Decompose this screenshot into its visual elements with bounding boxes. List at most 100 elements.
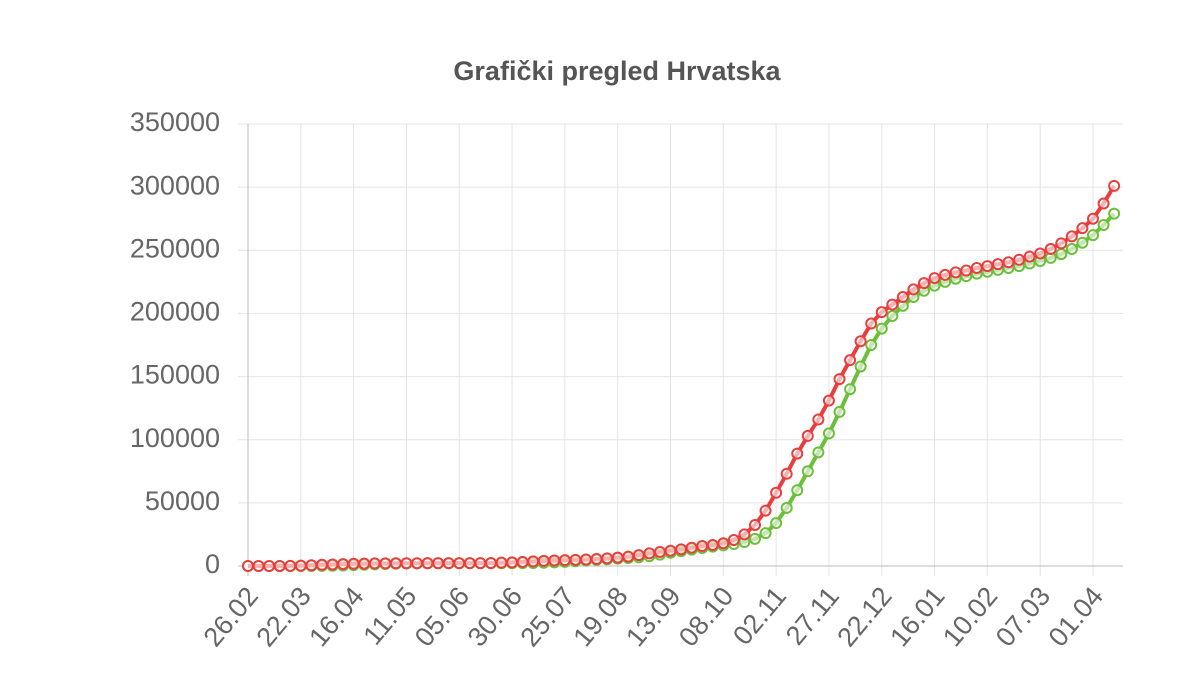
x-tick-label: 19.08 bbox=[567, 581, 633, 652]
y-tick-label: 0 bbox=[205, 549, 220, 579]
x-tick-label: 25.07 bbox=[515, 581, 581, 652]
data-point bbox=[1108, 179, 1121, 192]
data-point bbox=[780, 501, 793, 514]
data-point bbox=[854, 360, 867, 373]
data-point bbox=[918, 277, 930, 290]
data-point bbox=[1055, 237, 1068, 250]
data-point bbox=[886, 309, 899, 322]
data-point bbox=[358, 557, 371, 570]
data-point bbox=[875, 322, 888, 335]
data-point bbox=[337, 558, 350, 571]
data-point bbox=[770, 517, 783, 530]
data-point bbox=[622, 550, 635, 563]
data-point bbox=[474, 557, 487, 570]
data-point bbox=[263, 559, 276, 572]
x-tick-label: 22.12 bbox=[831, 581, 897, 652]
data-point bbox=[727, 533, 740, 546]
x-tick-label: 27.11 bbox=[780, 581, 845, 651]
data-point bbox=[896, 291, 909, 304]
data-point bbox=[759, 527, 772, 540]
data-point bbox=[791, 447, 804, 460]
data-point bbox=[516, 555, 529, 568]
data-point bbox=[1002, 256, 1015, 269]
data-point bbox=[664, 544, 677, 557]
y-tick-label: 300000 bbox=[130, 170, 220, 200]
data-point bbox=[432, 557, 445, 570]
data-point bbox=[738, 528, 751, 541]
data-point bbox=[1065, 230, 1078, 243]
chart-title: Grafički pregled Hrvatska bbox=[453, 56, 781, 86]
x-tick-label: 01.04 bbox=[1043, 581, 1109, 652]
data-point bbox=[632, 549, 645, 562]
y-tick-label: 200000 bbox=[130, 297, 220, 327]
x-tick-label: 13.09 bbox=[620, 581, 686, 652]
data-point bbox=[854, 335, 867, 348]
data-point bbox=[463, 557, 476, 570]
data-point bbox=[865, 317, 878, 330]
data-point bbox=[801, 429, 814, 442]
data-point bbox=[305, 559, 318, 572]
data-point bbox=[453, 557, 466, 570]
data-point bbox=[590, 552, 603, 565]
data-point bbox=[675, 543, 688, 556]
data-point bbox=[1108, 207, 1121, 220]
data-point bbox=[442, 557, 455, 570]
data-point bbox=[506, 556, 519, 569]
x-tick-label: 02.11 bbox=[727, 581, 792, 651]
data-point bbox=[1087, 212, 1099, 225]
data-point bbox=[1097, 197, 1110, 210]
data-point bbox=[400, 557, 413, 570]
data-point bbox=[833, 405, 846, 418]
data-point bbox=[347, 557, 360, 570]
x-tick-label: 16.01 bbox=[884, 581, 950, 652]
x-tick-label: 26.02 bbox=[198, 581, 264, 652]
data-point bbox=[939, 268, 952, 281]
data-point bbox=[960, 264, 973, 277]
data-point bbox=[580, 553, 592, 566]
data-point bbox=[928, 272, 941, 285]
data-point bbox=[273, 559, 286, 572]
data-point bbox=[770, 486, 783, 499]
data-point bbox=[812, 413, 825, 426]
data-point bbox=[326, 558, 339, 571]
x-tick-label: 10.02 bbox=[937, 581, 1003, 652]
data-point bbox=[548, 554, 561, 567]
data-point bbox=[411, 557, 423, 570]
data-point bbox=[284, 559, 297, 572]
data-point bbox=[991, 258, 1004, 271]
data-point bbox=[865, 339, 878, 351]
data-point bbox=[685, 541, 698, 554]
data-point bbox=[812, 446, 825, 459]
data-point bbox=[558, 554, 571, 567]
data-point bbox=[822, 427, 835, 440]
y-tick-label: 100000 bbox=[130, 423, 220, 453]
data-point bbox=[368, 557, 381, 570]
data-point bbox=[569, 553, 582, 566]
data-point bbox=[537, 554, 550, 567]
data-point bbox=[875, 306, 888, 319]
data-point bbox=[1076, 222, 1089, 235]
data-point bbox=[294, 559, 307, 572]
data-point bbox=[1055, 248, 1068, 261]
y-tick-label: 250000 bbox=[130, 233, 220, 263]
data-point bbox=[611, 551, 624, 564]
data-point bbox=[495, 556, 508, 569]
data-point bbox=[1065, 243, 1078, 256]
x-tick-label: 30.06 bbox=[462, 581, 528, 652]
data-point bbox=[822, 394, 835, 407]
data-point bbox=[1044, 243, 1057, 256]
data-point bbox=[970, 261, 983, 274]
x-tick-label: 22.03 bbox=[250, 581, 316, 652]
data-point bbox=[759, 504, 772, 517]
data-point bbox=[421, 557, 434, 570]
data-point bbox=[844, 354, 857, 367]
series-line bbox=[247, 184, 1116, 568]
x-tick-label: 11.05 bbox=[357, 581, 422, 651]
data-point bbox=[379, 557, 392, 570]
data-point bbox=[949, 266, 962, 279]
x-tick-label: 16.04 bbox=[303, 581, 369, 652]
data-point bbox=[643, 547, 656, 560]
data-point bbox=[696, 540, 709, 553]
data-point bbox=[242, 559, 254, 572]
